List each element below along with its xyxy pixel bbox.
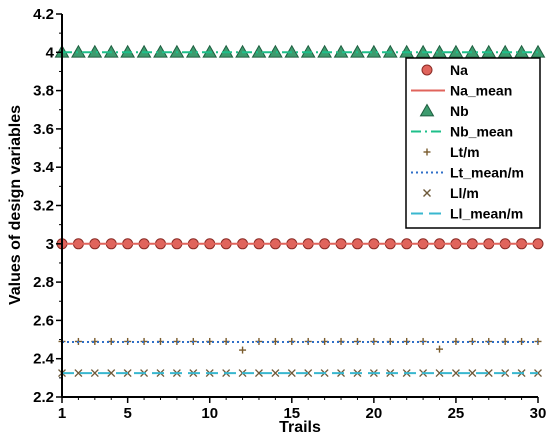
- legend-entry-nb-mean: Nb_mean: [411, 124, 513, 140]
- point-ll-m-13: [254, 369, 263, 378]
- point-lt-m-12: [239, 346, 247, 354]
- y-tick-label-3: 2.8: [33, 274, 54, 291]
- y-tick-label-10: 4.2: [33, 6, 54, 23]
- legend-symbol-ll-m-d2: [423, 189, 431, 197]
- point-lt-m-29: [518, 337, 526, 345]
- point-lt-m-6: [140, 337, 148, 345]
- legend-entry-lt-mean-m: Lt_mean/m: [411, 165, 524, 181]
- point-nb-25: [448, 44, 464, 58]
- legend-symbol-na: [421, 64, 433, 76]
- legend-entry-na: Na: [421, 62, 468, 78]
- point-ll-m-2-d2: [74, 369, 83, 378]
- legend-entry-lt-m: Lt/m: [423, 144, 480, 160]
- point-ll-m-3-d2: [90, 369, 99, 378]
- point-ll-m-15-d2: [287, 369, 296, 378]
- point-ll-m-27-d2: [484, 369, 493, 378]
- legend-symbol-nb: [419, 103, 435, 117]
- x-tick-label-15: 15: [283, 405, 300, 422]
- point-lt-m-22: [403, 337, 411, 345]
- y-tick-label-0: 2.2: [33, 389, 54, 406]
- y-tick-label-7: 3.6: [33, 121, 54, 138]
- y-tick-label-5: 3.2: [33, 198, 54, 215]
- legend-label-lt-mean-m: Lt_mean/m: [450, 165, 524, 181]
- legend-entry-na-mean: Na_mean: [411, 83, 512, 99]
- legend: Na Na_mean Nb Nb_mean Lt/m Lt_mean/m Ll/m Ll_me…: [405, 57, 541, 229]
- point-ll-m-2: [74, 369, 83, 378]
- x-tick-label-30: 30: [530, 405, 547, 422]
- point-ll-m-25: [451, 369, 460, 378]
- y-tick-label-6: 3.4: [33, 159, 55, 176]
- point-ll-m-26-d2: [468, 369, 477, 378]
- ticks: 1 5 10 15 20 25 302.22.42.62.833.23.43.63.844.…: [33, 6, 546, 422]
- point-ll-m-27: [484, 369, 493, 378]
- x-axis-title: Trails: [279, 419, 321, 436]
- point-ll-m-14-d2: [271, 369, 280, 378]
- point-ll-m-15: [287, 369, 296, 378]
- point-ll-m-16-d2: [304, 369, 313, 378]
- point-ll-m-13-d2: [254, 369, 263, 378]
- legend-entry-ll-m: Ll/m: [423, 185, 479, 201]
- legend-label-na-mean: Na_mean: [450, 83, 512, 99]
- y-axis-title: Values of design variables: [7, 105, 24, 305]
- x-tick-label-25: 25: [448, 405, 465, 422]
- legend-symbol-lt-m: [423, 148, 431, 156]
- legend-entry-nb: Nb: [419, 103, 469, 119]
- x-tick-label-5: 5: [123, 405, 131, 422]
- point-ll-m-24: [435, 369, 444, 378]
- y-tick-label-2: 2.6: [33, 312, 54, 329]
- y-tick-label-9: 4: [46, 44, 55, 61]
- point-ll-m-4-d2: [107, 369, 116, 378]
- y-tick-label-4: 3: [46, 236, 54, 253]
- legend-symbol-ll-m: [423, 189, 431, 197]
- point-ll-m-24-d2: [435, 369, 444, 378]
- legend-label-ll-m: Ll/m: [450, 185, 479, 201]
- legend-label-ll-mean-m: Ll_mean/m: [450, 206, 523, 222]
- point-ll-m-3: [90, 369, 99, 378]
- point-ll-m-25-d2: [451, 369, 460, 378]
- y-tick-label-8: 3.8: [33, 83, 54, 100]
- legend-label-lt-m: Lt/m: [450, 144, 480, 160]
- legend-label-na: Na: [450, 62, 468, 78]
- x-tick-label-20: 20: [366, 405, 383, 422]
- point-lt-m-24: [436, 345, 444, 353]
- point-nb-2: [71, 44, 86, 58]
- legend-entry-ll-mean-m: Ll_mean/m: [411, 206, 523, 222]
- point-nb-14: [268, 44, 283, 58]
- legend-label-nb-mean: Nb_mean: [450, 124, 513, 140]
- point-ll-m-4: [107, 369, 116, 378]
- legend-label-nb: Nb: [450, 103, 469, 119]
- point-ll-m-14: [271, 369, 280, 378]
- point-lt-m-8: [173, 337, 181, 345]
- y-tick-label-1: 2.4: [33, 351, 55, 368]
- point-lt-m-15: [288, 337, 296, 345]
- legend-box: [405, 57, 541, 229]
- x-tick-label-1: 1: [58, 405, 66, 422]
- series-layer: [54, 44, 546, 378]
- series-lt-m: [58, 337, 542, 354]
- point-ll-m-16: [304, 369, 313, 378]
- x-tick-label-10: 10: [201, 405, 218, 422]
- point-ll-m-26: [468, 369, 477, 378]
